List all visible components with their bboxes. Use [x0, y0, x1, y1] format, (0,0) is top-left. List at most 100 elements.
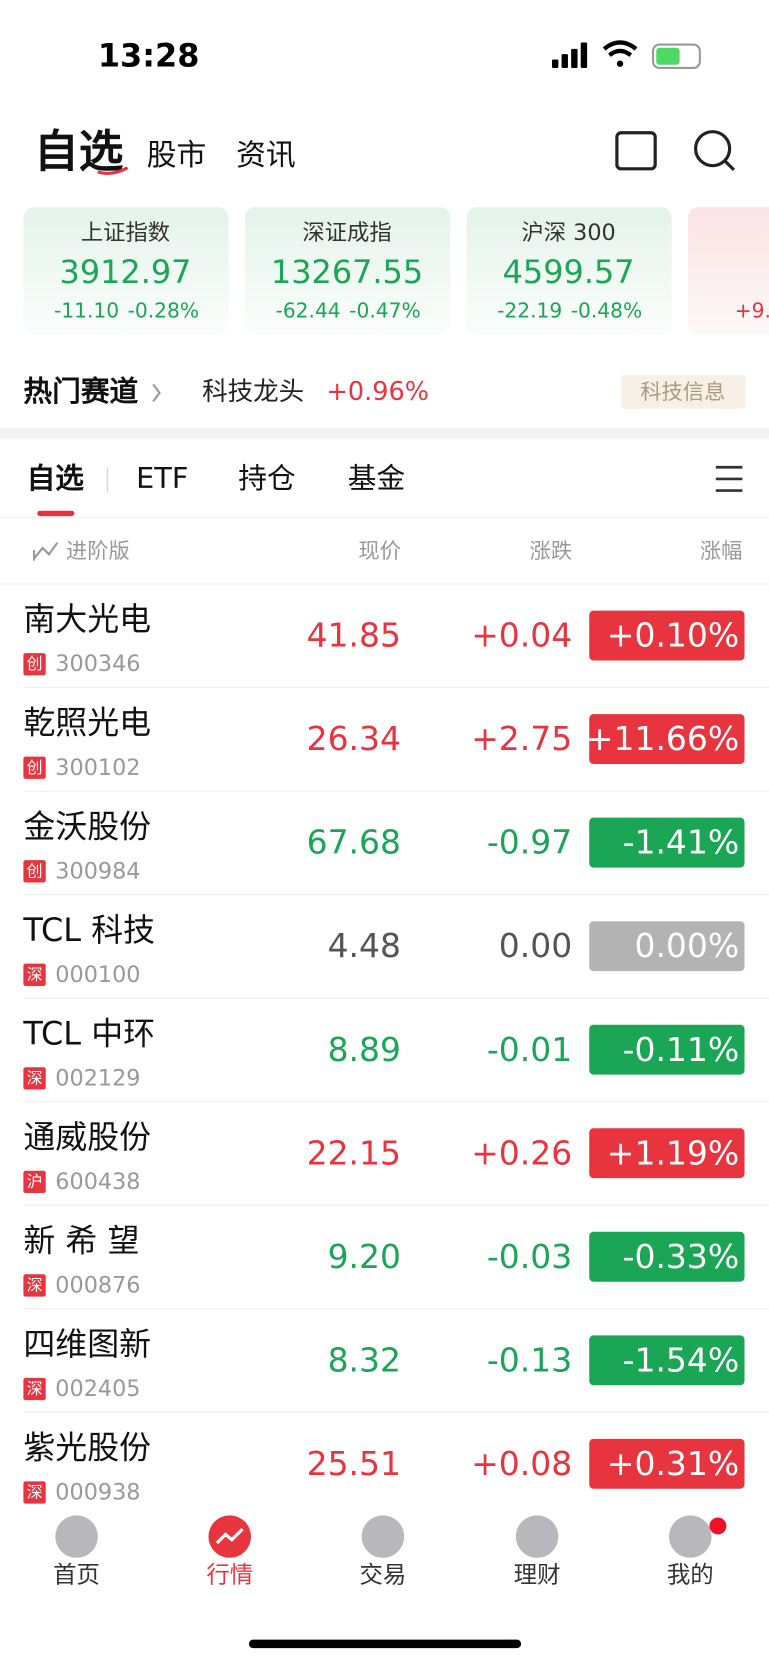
stock-change: +0.08: [471, 1444, 572, 1483]
index-pct: -0.48%: [571, 299, 642, 323]
badge: 沪: [27, 1172, 43, 1191]
stock-change: -0.03: [487, 1237, 572, 1276]
index-change: -62.44: [276, 299, 341, 323]
nav-icon[interactable]: [515, 1515, 559, 1558]
stock-change: +2.75: [471, 719, 572, 758]
header-tab[interactable]: 自选: [34, 125, 124, 178]
col-header: 涨跌: [530, 539, 573, 564]
stock-change: +0.26: [471, 1133, 572, 1172]
badge: 深: [27, 1275, 43, 1294]
nav-icon[interactable]: [669, 1515, 712, 1558]
nav-label[interactable]: 我的: [667, 1560, 714, 1588]
hot-title[interactable]: 热门赛道: [23, 374, 138, 408]
signal-bar: [580, 42, 588, 68]
home-indicator: [248, 1639, 522, 1649]
mode-icon: [32, 542, 59, 561]
stock-pct: +0.10%: [607, 616, 739, 655]
stock-code: 002405: [55, 1376, 140, 1402]
status-time: 13:28: [98, 36, 200, 74]
badge: 深: [27, 1483, 43, 1502]
badge-bg: [23, 653, 46, 676]
index-change: -22.19: [497, 299, 562, 323]
stock-code: 002129: [55, 1065, 140, 1091]
list-tab[interactable]: ETF: [136, 461, 188, 495]
index-value: 3912.97: [60, 253, 192, 291]
hot-pct: +0.96%: [327, 377, 429, 407]
list-tab[interactable]: 基金: [348, 461, 405, 495]
search-icon[interactable]: [693, 130, 732, 168]
header-tab[interactable]: 股市: [147, 138, 207, 173]
index-card[interactable]: [466, 207, 672, 335]
stock-name: TCL 中环: [22, 1014, 155, 1052]
index-value: 13267.55: [271, 253, 423, 291]
stock-code: 300346: [55, 651, 140, 677]
nav-label[interactable]: 行情: [206, 1560, 253, 1588]
stock-code: 000100: [55, 962, 140, 988]
stock-name: 新 希 望: [23, 1221, 139, 1259]
stock-price: 67.68: [307, 823, 401, 862]
stock-name: 紫光股份: [23, 1429, 151, 1467]
stock-name: 四维图新: [23, 1325, 151, 1363]
title-underline: [97, 166, 129, 176]
stock-change: 0.00: [499, 926, 572, 965]
stock-price: 26.34: [307, 719, 401, 758]
tag-bg[interactable]: [621, 374, 746, 409]
hot-sector: 科技龙头: [202, 377, 304, 407]
notify-dot: [709, 1517, 727, 1535]
pct-box: [589, 1231, 745, 1282]
index-card[interactable]: [23, 207, 229, 335]
list-tab[interactable]: 持仓: [238, 461, 295, 495]
stock-price: 8.32: [328, 1340, 401, 1379]
wifi-dot: [616, 60, 624, 67]
section-gap: [0, 427, 769, 439]
index-change: -11.10: [54, 299, 119, 323]
header-tab[interactable]: 资讯: [236, 138, 296, 173]
list-tab[interactable]: 自选: [27, 461, 85, 495]
index-card[interactable]: [688, 207, 769, 335]
nav-label[interactable]: 交易: [359, 1560, 406, 1588]
pct-box: [589, 1335, 745, 1386]
index-pct: -0.28%: [128, 299, 199, 323]
col-header: 涨幅: [700, 539, 743, 564]
tab-underline: [37, 510, 75, 517]
badge: 创: [27, 861, 43, 880]
stock-pct: -0.33%: [623, 1237, 740, 1276]
stock-pct: +11.66%: [586, 719, 739, 758]
calendar-icon[interactable]: [615, 131, 657, 171]
nav-icon[interactable]: [361, 1515, 405, 1558]
nav-label[interactable]: 理财: [514, 1560, 561, 1588]
stock-change: +0.04: [471, 616, 572, 655]
stock-change: -0.13: [487, 1340, 572, 1379]
wifi-icon: [602, 40, 638, 57]
stock-code: 300102: [55, 755, 140, 781]
stock-name: TCL 科技: [22, 911, 155, 949]
stock-pct: +1.19%: [607, 1133, 739, 1172]
stock-price: 4.48: [328, 926, 401, 965]
badge: 深: [27, 965, 43, 984]
index-pct: -0.47%: [349, 299, 420, 323]
stock-change: -0.97: [487, 823, 572, 862]
battery-level: [656, 47, 680, 65]
stock-name: 通威股份: [23, 1118, 151, 1156]
badge: 创: [27, 758, 43, 777]
badge: 深: [27, 1068, 43, 1087]
stock-pct: 0.00%: [634, 926, 739, 965]
stock-pct: -1.41%: [623, 823, 740, 862]
index-card[interactable]: [244, 207, 451, 335]
stock-name: 金沃股份: [23, 807, 151, 845]
index-name: 深证成指: [302, 220, 391, 246]
badge-bg: [23, 1274, 46, 1297]
stock-price: 8.89: [328, 1030, 401, 1069]
stock-price: 9.20: [328, 1237, 401, 1276]
nav-label[interactable]: 首页: [53, 1560, 100, 1588]
pct-box: [589, 1438, 745, 1489]
badge-bg: [23, 1067, 46, 1090]
nav-icon[interactable]: [55, 1515, 98, 1558]
stock-code: 600438: [55, 1169, 140, 1195]
col-header: 现价: [358, 539, 401, 564]
signal-bar: [552, 59, 559, 68]
signal-bar: [561, 54, 568, 68]
signal-bar: [571, 48, 578, 68]
col-mode[interactable]: 进阶版: [66, 539, 130, 564]
